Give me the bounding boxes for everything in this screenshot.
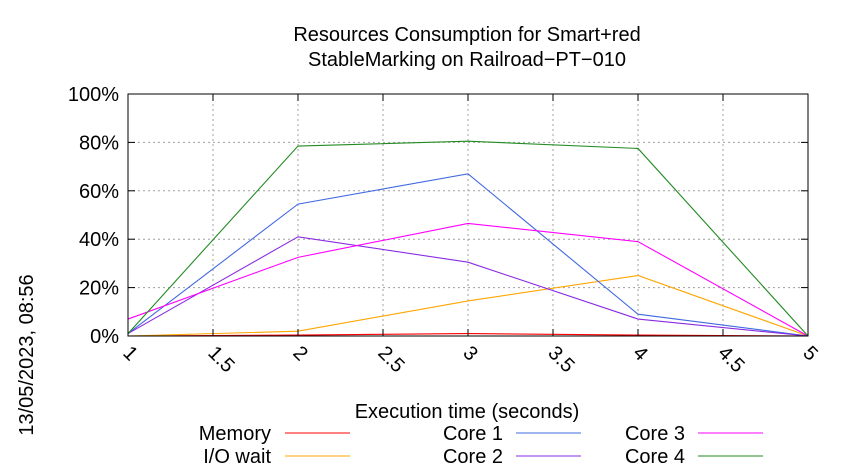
series-line-i-o-wait — [127, 274, 809, 337]
series-line-core-1 — [127, 173, 809, 337]
x-tick-label: 1.5 — [203, 342, 238, 377]
timestamp-side-label: 13/05/2023, 08:56 — [16, 274, 38, 435]
x-tick-label: 3 — [458, 342, 481, 365]
y-tick-label: 80% — [79, 132, 119, 154]
series-line-core-4 — [127, 140, 809, 337]
legend-label-core-3: Core 3 — [625, 423, 685, 445]
legend-label-core-1: Core 1 — [443, 423, 503, 445]
legend-label-i-o-wait: I/O wait — [203, 446, 271, 468]
axis-ticks: 0% 20% 40% 60% 80% 100% 1 1.5 2 2.5 3 3.5 4 4.5 5 — [68, 84, 822, 377]
legend-label-core-2: Core 2 — [443, 446, 503, 468]
legend-label-memory: Memory — [199, 423, 271, 445]
y-tick-label: 0% — [90, 326, 119, 348]
y-tick-label: 20% — [79, 278, 119, 300]
y-tick-label: 100% — [68, 84, 119, 106]
chart-title-line-1: Resources Consumption for Smart+red — [293, 24, 640, 46]
y-tick-label: 60% — [79, 181, 119, 203]
x-tick-label: 4 — [628, 342, 651, 365]
series-line-core-2 — [127, 236, 809, 337]
y-tick-label: 40% — [79, 229, 119, 251]
series-line-core-3 — [127, 222, 809, 337]
x-tick-label: 3.5 — [543, 342, 578, 377]
x-tick-label: 4.5 — [713, 342, 748, 377]
legend-label-core-4: Core 4 — [625, 446, 685, 468]
x-tick-label: 2.5 — [373, 342, 408, 377]
x-tick-label: 5 — [798, 342, 821, 365]
x-axis-label: Execution time (seconds) — [355, 401, 580, 423]
grid-lines — [128, 94, 808, 336]
x-tick-label: 2 — [288, 342, 311, 365]
chart-title-line-2: StableMarking on Railroad−PT−010 — [308, 49, 626, 71]
x-tick-label: 1 — [118, 342, 141, 365]
